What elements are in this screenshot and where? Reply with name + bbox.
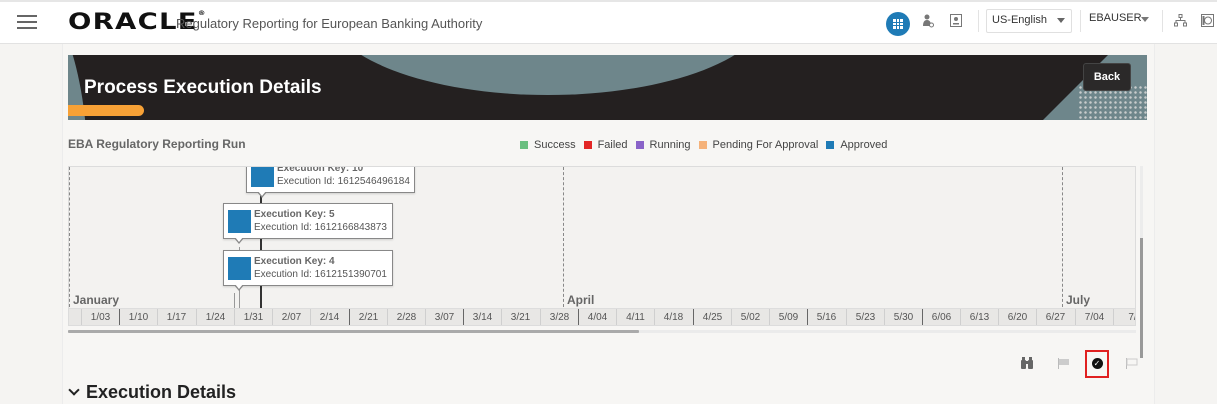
selected-tool-highlight — [1085, 350, 1109, 378]
month-divider — [69, 167, 70, 307]
axis-tick: 5/30 — [884, 309, 922, 325]
month-label-july: July — [1066, 293, 1091, 307]
axis-tick: 3/28 — [540, 309, 578, 325]
language-select[interactable]: US-English — [986, 9, 1072, 33]
axis-tick: 3/07 — [425, 309, 463, 325]
status-approved-marker — [251, 167, 274, 187]
execution-node[interactable]: Execution Key: 4 Execution Id: 1612151390… — [223, 250, 393, 291]
legend-swatch — [583, 141, 592, 149]
legend-label: Failed — [597, 139, 628, 151]
page-title: Process Execution Details — [84, 77, 322, 98]
back-button[interactable]: Back — [1083, 63, 1131, 91]
section-title: Execution Details — [86, 382, 237, 402]
app-title: Regulatory Reporting for European Bankin… — [176, 16, 483, 31]
execution-id: Execution Id: 1612151390701 — [254, 269, 387, 280]
axis-tick: 5/09 — [769, 309, 807, 325]
axis-tick: 7/04 — [1075, 309, 1113, 325]
axis-tick: 6/13 — [960, 309, 998, 325]
axis-tick: 1/10 — [119, 309, 157, 325]
user-settings-icon[interactable] — [920, 14, 936, 30]
vertical-scrollbar[interactable] — [1140, 238, 1143, 358]
axis-tick: 2/07 — [272, 309, 310, 325]
org-hierarchy-icon[interactable] — [1172, 14, 1188, 30]
chevron-down-icon — [68, 384, 80, 396]
brand-text: ORACLE — [68, 10, 198, 35]
chevron-down-icon — [1141, 17, 1149, 22]
run-title: EBA Regulatory Reporting Run — [68, 137, 246, 151]
binoculars-icon[interactable] — [1019, 355, 1035, 371]
axis-tick: 3/21 — [501, 309, 539, 325]
language-value: US-English — [992, 14, 1048, 26]
header-divider — [1080, 10, 1081, 32]
axis-tick: 5/02 — [731, 309, 769, 325]
axis-tick: 2/28 — [387, 309, 425, 325]
axis-tick: 5/23 — [846, 309, 884, 325]
user-name: EBAUSER — [1089, 12, 1142, 24]
execution-node[interactable]: Execution Key: 5 Execution Id: 1612166843… — [223, 203, 393, 244]
horizontal-scrollbar[interactable] — [68, 330, 639, 333]
axis-tick: 2/21 — [349, 309, 387, 325]
execution-id: Execution Id: 1612546496184 — [277, 176, 410, 187]
month-label-january: January — [73, 293, 120, 307]
execution-node[interactable]: Execution Key: 10 Execution Id: 161254649… — [246, 166, 415, 198]
status-approved-marker — [228, 256, 251, 280]
legend-swatch — [698, 141, 707, 149]
header-divider — [1162, 10, 1163, 32]
axis-tick: 2/14 — [310, 309, 348, 325]
axis-tick: 3/14 — [463, 309, 501, 325]
check-circle-icon[interactable]: ✓ — [1089, 355, 1105, 371]
execution-key: Execution Key: 4 — [254, 256, 335, 267]
month-divider — [1062, 167, 1063, 307]
legend-item-failed: Failed — [583, 139, 628, 151]
timeline-stem — [234, 293, 235, 308]
oracle-logo: ORACLE® — [68, 10, 207, 35]
flag-icon[interactable] — [1055, 355, 1071, 371]
legend-swatch — [635, 141, 644, 149]
execution-details-toggle[interactable]: Execution Details — [68, 382, 236, 403]
axis-tick: 6/20 — [998, 309, 1036, 325]
chevron-down-icon — [1057, 18, 1065, 23]
axis-tick: 5/16 — [807, 309, 845, 325]
axis-tick: 6/27 — [1036, 309, 1074, 325]
month-label-april: April — [567, 293, 595, 307]
execution-id: Execution Id: 1612166843873 — [254, 222, 387, 233]
axis-tick: 4/25 — [693, 309, 731, 325]
month-divider — [563, 167, 564, 307]
timeline-stem — [239, 285, 240, 308]
apps-grid-icon[interactable] — [886, 12, 910, 36]
axis-tick: 4/11 — [616, 309, 654, 325]
legend-swatch — [826, 141, 835, 149]
user-menu[interactable]: EBAUSER — [1089, 12, 1149, 32]
axis-tick: 6/06 — [922, 309, 960, 325]
axis-tick: 1/31 — [234, 309, 272, 325]
legend-label: Running — [649, 139, 691, 151]
top-header: ORACLE® Regulatory Reporting for Europea… — [0, 0, 1217, 44]
execution-key: Execution Key: 5 — [254, 209, 335, 220]
page-banner: Process Execution Details Back — [68, 55, 1147, 120]
header-divider — [978, 10, 979, 32]
legend-label: Success — [534, 139, 576, 151]
legend-swatch — [520, 141, 528, 149]
legend-label: Approved — [840, 139, 888, 151]
legend-item-running: Running — [635, 139, 691, 151]
status-approved-marker — [228, 209, 251, 233]
status-legend: Success Failed Running Pending For Appro… — [520, 139, 887, 151]
axis-tick: 1/24 — [196, 309, 234, 325]
legend-item-success: Success — [520, 139, 576, 151]
axis-tick: 4/18 — [654, 309, 692, 325]
legend-label: Pending For Approval — [712, 139, 819, 151]
dashboard-icon[interactable] — [1199, 14, 1215, 30]
flag-outline-icon[interactable] — [1123, 355, 1139, 371]
axis-tick: 1/17 — [157, 309, 195, 325]
axis-tick: 7/ — [1113, 309, 1135, 325]
legend-item-approved: Approved — [826, 139, 887, 151]
execution-key: Execution Key: 10 — [277, 166, 364, 174]
contact-card-icon[interactable] — [948, 14, 964, 30]
menu-icon[interactable] — [17, 15, 37, 29]
axis-tick: 1/03 — [81, 309, 119, 325]
axis-tick: 4/04 — [578, 309, 616, 325]
timeline-axis: 1/03 1/10 1/17 1/24 1/31 2/07 2/14 2/21 … — [69, 308, 1135, 325]
execution-timeline[interactable]: January April July Execution Key: 10 Exec… — [68, 166, 1136, 326]
legend-item-pending: Pending For Approval — [698, 139, 819, 151]
